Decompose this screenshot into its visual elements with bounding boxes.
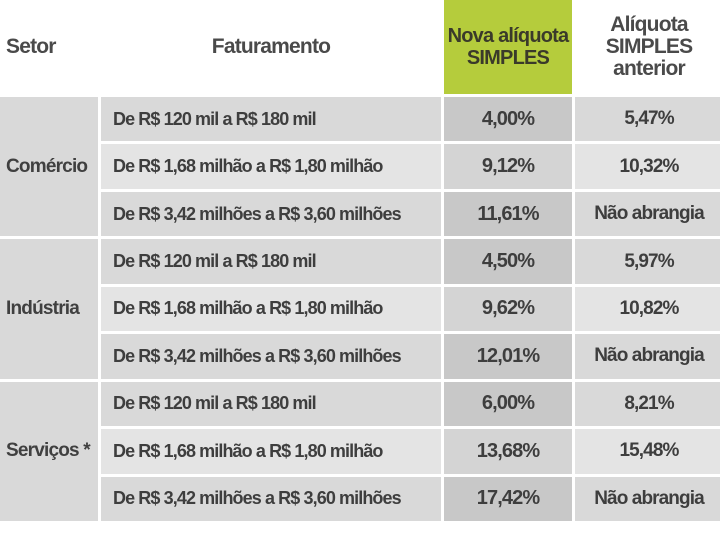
faturamento-cell: De R$ 120 mil a R$ 180 mil <box>101 381 441 430</box>
column-divider <box>572 476 575 524</box>
column-divider <box>572 286 575 335</box>
aliquota-anterior-cell: 10,82% <box>575 286 720 335</box>
faturamento-cell: De R$ 3,42 milhões a R$ 3,60 milhões <box>101 476 441 524</box>
aliquota-anterior-cell: Não abrangia <box>575 191 720 240</box>
sector-label: Comércio <box>0 97 98 240</box>
nova-aliquota-cell: 4,50% <box>444 239 572 287</box>
faturamento-cell: De R$ 1,68 milhão a R$ 1,80 milhão <box>101 429 441 477</box>
faturamento-cell: De R$ 120 mil a R$ 180 mil <box>101 239 441 287</box>
column-divider <box>98 97 101 145</box>
aliquota-anterior-cell: Não abrangia <box>575 334 720 382</box>
nova-aliquota-cell: 4,00% <box>444 97 572 145</box>
column-divider <box>572 381 575 430</box>
column-divider <box>98 334 101 382</box>
column-divider <box>98 476 101 524</box>
column-divider <box>572 144 575 192</box>
header-nova-aliquota: Nova alíquota SIMPLES <box>444 0 572 94</box>
faturamento-cell: De R$ 1,68 milhão a R$ 1,80 milhão <box>101 286 441 335</box>
nova-aliquota-cell: 9,12% <box>444 144 572 192</box>
nova-aliquota-cell: 11,61% <box>444 191 572 240</box>
nova-aliquota-cell: 12,01% <box>444 334 572 382</box>
header-aliquota-anterior: Alíquota SIMPLES anterior <box>575 0 720 94</box>
column-divider <box>441 429 444 477</box>
column-divider <box>441 239 444 287</box>
column-divider <box>572 0 575 94</box>
column-divider <box>441 97 444 145</box>
column-divider <box>441 144 444 192</box>
column-divider <box>572 97 575 145</box>
column-divider <box>98 429 101 477</box>
column-divider <box>572 334 575 382</box>
header-divider <box>0 94 720 97</box>
faturamento-cell: De R$ 1,68 milhão a R$ 1,80 milhão <box>101 144 441 192</box>
column-divider <box>98 239 101 287</box>
faturamento-cell: De R$ 3,42 milhões a R$ 3,60 milhões <box>101 191 441 240</box>
header-faturamento: Faturamento <box>101 0 441 94</box>
aliquota-anterior-cell: 5,47% <box>575 97 720 145</box>
column-divider <box>572 429 575 477</box>
faturamento-cell: De R$ 120 mil a R$ 180 mil <box>101 97 441 145</box>
column-divider <box>572 239 575 287</box>
column-divider <box>572 191 575 240</box>
header-setor: Setor <box>0 0 98 94</box>
column-divider <box>441 191 444 240</box>
nova-aliquota-cell: 17,42% <box>444 476 572 524</box>
column-divider <box>441 286 444 335</box>
nova-aliquota-cell: 6,00% <box>444 381 572 430</box>
aliquota-anterior-cell: 8,21% <box>575 381 720 430</box>
sector-label: Serviços * <box>0 381 98 524</box>
column-divider <box>98 191 101 240</box>
aliquota-anterior-cell: 15,48% <box>575 429 720 477</box>
nova-aliquota-cell: 13,68% <box>444 429 572 477</box>
column-divider <box>98 144 101 192</box>
column-divider <box>441 334 444 382</box>
aliquota-anterior-cell: 10,32% <box>575 144 720 192</box>
column-divider <box>98 286 101 335</box>
faturamento-cell: De R$ 3,42 milhões a R$ 3,60 milhões <box>101 334 441 382</box>
column-divider <box>98 0 101 94</box>
aliquota-anterior-cell: Não abrangia <box>575 476 720 524</box>
sector-label: Indústria <box>0 239 98 382</box>
column-divider <box>441 476 444 524</box>
column-divider <box>441 381 444 430</box>
column-divider <box>441 0 444 94</box>
nova-aliquota-cell: 9,62% <box>444 286 572 335</box>
column-divider <box>98 381 101 430</box>
aliquota-anterior-cell: 5,97% <box>575 239 720 287</box>
